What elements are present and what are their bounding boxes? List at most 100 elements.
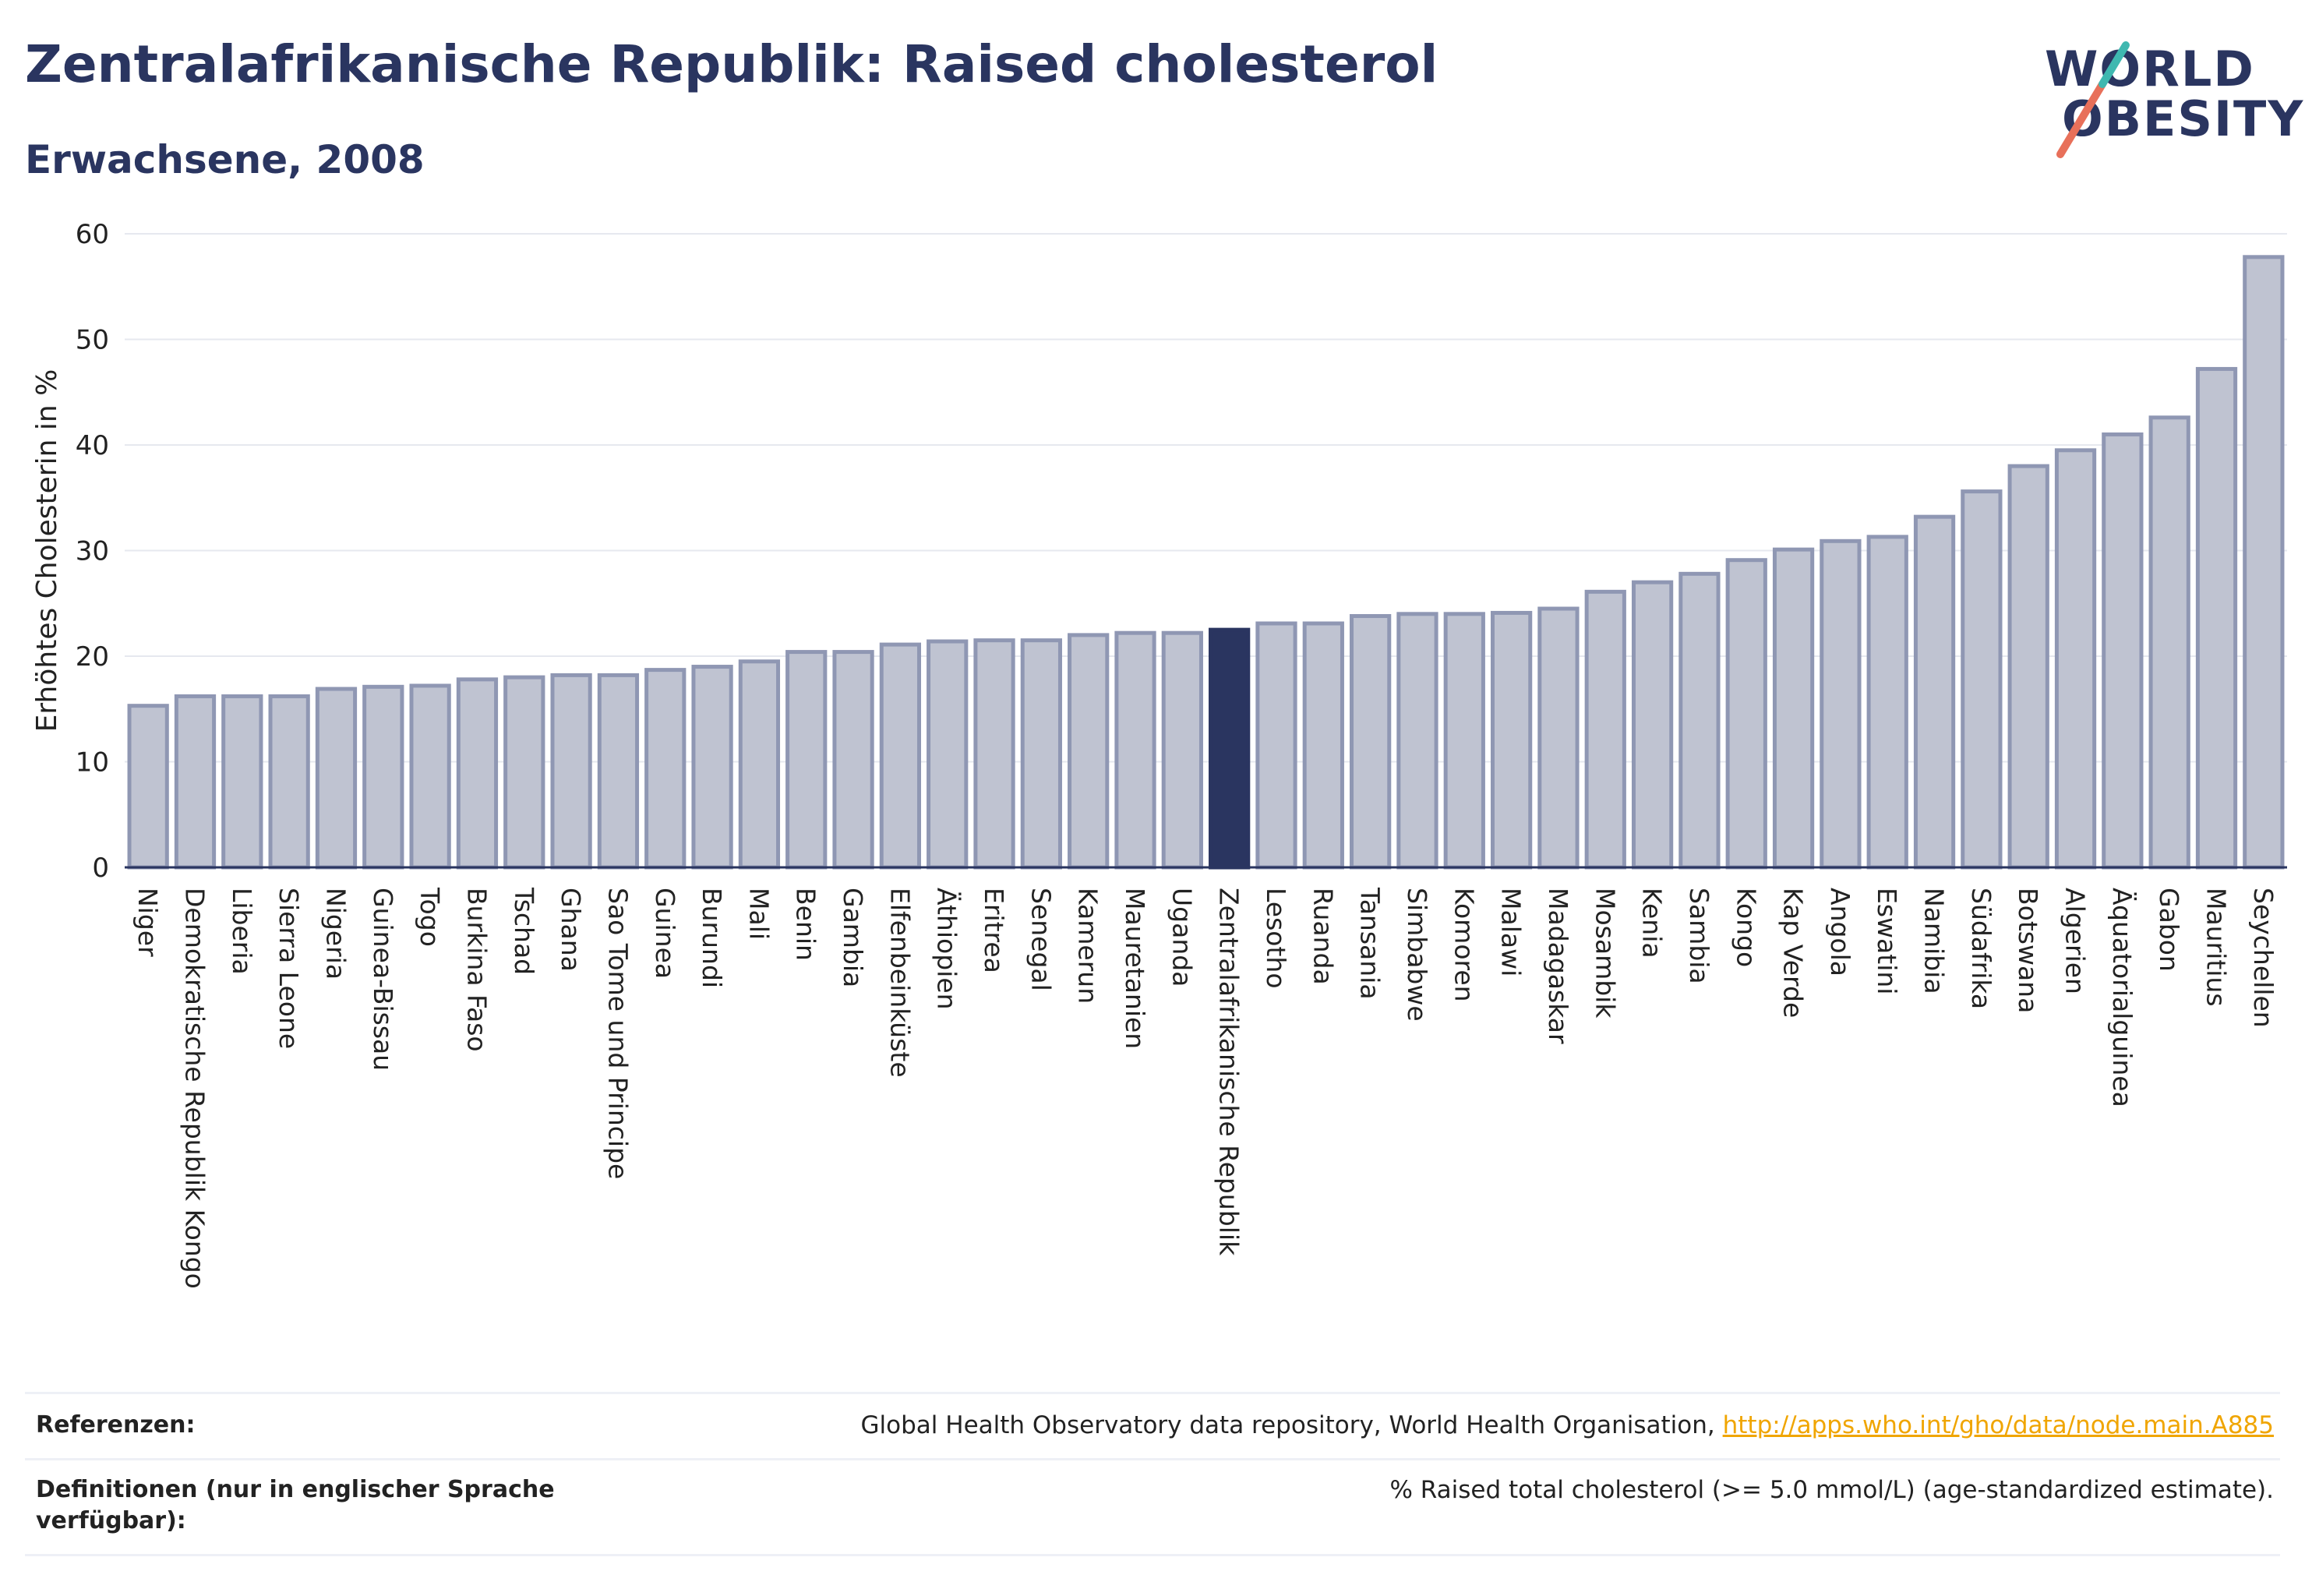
bar bbox=[409, 683, 451, 870]
x-tick-label: Sambia bbox=[1684, 888, 1714, 984]
logo-word-world: WORLD bbox=[2045, 41, 2255, 97]
x-tick-label: Burkina Faso bbox=[461, 888, 492, 1052]
x-tick-label: Seychellen bbox=[2248, 888, 2279, 1028]
logo-word-obesity: OBESITY bbox=[2062, 90, 2305, 147]
y-tick-label: 30 bbox=[76, 536, 109, 567]
x-tick-label: Benin bbox=[791, 888, 821, 961]
bar bbox=[1020, 638, 1062, 870]
bar bbox=[2007, 464, 2049, 870]
x-tick-label: Guinea-Bissau bbox=[368, 888, 398, 1071]
x-tick-label: Lesotho bbox=[1261, 888, 1291, 989]
bar bbox=[1114, 630, 1156, 870]
y-tick-label: 60 bbox=[76, 219, 109, 250]
bar bbox=[1772, 547, 1815, 870]
x-tick-label: Sao Tome und Principe bbox=[602, 888, 633, 1179]
bar bbox=[221, 694, 263, 870]
bar bbox=[2148, 415, 2190, 870]
bar bbox=[1255, 621, 1297, 870]
bar bbox=[1068, 633, 1110, 870]
x-tick-label: Togo bbox=[415, 887, 445, 947]
bar bbox=[503, 675, 545, 870]
x-tick-label: Elfenbeinküste bbox=[884, 888, 915, 1078]
bar bbox=[1866, 535, 1908, 870]
bar bbox=[456, 677, 499, 870]
bar bbox=[832, 650, 874, 870]
y-tick-label: 50 bbox=[76, 325, 109, 356]
x-tick-label: Komoren bbox=[1449, 888, 1479, 1002]
definitions-row: Definitionen (nur in englischer Sprache … bbox=[25, 1458, 2280, 1556]
x-tick-label: Ruanda bbox=[1308, 888, 1338, 985]
x-tick-label: Mauretanien bbox=[1120, 888, 1150, 1049]
x-tick-label: Gambia bbox=[838, 888, 868, 987]
x-tick-label: Zentralafrikanische Republik bbox=[1214, 888, 1244, 1256]
references-row: Referenzen: Global Health Observatory da… bbox=[25, 1392, 2280, 1458]
x-tick-label: Tansania bbox=[1355, 887, 1385, 1000]
x-tick-label: Namibia bbox=[1919, 888, 1950, 994]
bar bbox=[550, 673, 592, 870]
definitions-value: % Raised total cholesterol (>= 5.0 mmol/… bbox=[1389, 1476, 2274, 1504]
x-tick-label: Madagaskar bbox=[1543, 888, 1573, 1044]
bar bbox=[1725, 558, 1767, 870]
bar bbox=[1820, 538, 1862, 870]
bar bbox=[644, 668, 687, 870]
x-tick-label: Kongo bbox=[1731, 888, 1761, 967]
world-obesity-logo[interactable]: WORLD OBESITY bbox=[2026, 36, 2303, 168]
x-tick-label: Niger bbox=[132, 888, 163, 957]
x-tick-label: Liberia bbox=[227, 888, 257, 975]
x-tick-label: Uganda bbox=[1167, 888, 1197, 987]
bar bbox=[879, 642, 922, 870]
x-tick-label: Burundi bbox=[697, 888, 727, 988]
x-tick-label: Sierra Leone bbox=[274, 888, 304, 1049]
x-tick-label: Äquatorialguinea bbox=[2107, 888, 2137, 1107]
bar-chart: 0 10 20 30 40 50 60 Erhöhtes Cholesterin in % Ni… bbox=[31, 219, 2287, 1289]
x-tick-label: Angola bbox=[1825, 888, 1855, 976]
bar bbox=[174, 694, 217, 870]
x-tick-label: Nigeria bbox=[320, 888, 351, 980]
bar bbox=[2195, 366, 2238, 870]
bar bbox=[2054, 448, 2097, 870]
bar bbox=[127, 704, 169, 870]
references-text: Global Health Observatory data repositor… bbox=[860, 1411, 1723, 1439]
chart-subtitle: Erwachsene, 2008 bbox=[25, 137, 425, 182]
bar bbox=[2102, 432, 2144, 870]
y-axis-title: Erhöhtes Cholesterin in % bbox=[31, 369, 63, 733]
bar bbox=[597, 673, 640, 870]
definitions-label: Definitionen (nur in englischer Sprache … bbox=[36, 1476, 555, 1534]
references-link[interactable]: http://apps.who.int/gho/data/node.main.A… bbox=[1722, 1411, 2274, 1439]
bar bbox=[1631, 580, 1674, 870]
bar bbox=[973, 638, 1015, 870]
bar bbox=[1350, 614, 1392, 870]
bar bbox=[1961, 489, 2003, 870]
x-tick-label: Tschad bbox=[509, 887, 539, 975]
x-tick-label: Mosambik bbox=[1590, 888, 1620, 1019]
y-tick-label: 40 bbox=[76, 430, 109, 461]
y-tick-label: 10 bbox=[76, 747, 109, 779]
bar bbox=[691, 665, 733, 870]
x-tick-label: Guinea bbox=[650, 888, 680, 979]
y-tick-label: 20 bbox=[76, 641, 109, 673]
x-tick-label: Botswana bbox=[2013, 888, 2043, 1013]
references-table: Referenzen: Global Health Observatory da… bbox=[25, 1392, 2280, 1556]
x-tick-label: Äthiopien bbox=[932, 888, 962, 1010]
x-tick-label: Mali bbox=[743, 888, 774, 940]
x-tick-label: Mauritius bbox=[2201, 888, 2232, 1007]
x-tick-label: Malawi bbox=[1496, 888, 1527, 976]
bar bbox=[1678, 571, 1721, 870]
x-tick-label: Kamerun bbox=[1073, 888, 1103, 1004]
x-tick-label: Gabon bbox=[2154, 888, 2184, 972]
chart-title: Zentralafrikanische Republik: Raised cho… bbox=[25, 34, 1438, 94]
references-value: Global Health Observatory data repositor… bbox=[861, 1410, 2274, 1441]
bar bbox=[1443, 612, 1485, 870]
x-tick-label: Eritrea bbox=[979, 888, 1009, 973]
y-tick-label: 0 bbox=[92, 853, 109, 884]
bar bbox=[927, 639, 969, 870]
bar bbox=[2243, 255, 2285, 870]
bar bbox=[1161, 630, 1203, 870]
bar bbox=[738, 659, 781, 870]
bar bbox=[1396, 612, 1438, 870]
x-tick-label: Simbabwe bbox=[1402, 888, 1432, 1022]
bar bbox=[1209, 627, 1251, 870]
x-tick-label: Senegal bbox=[1025, 888, 1056, 991]
bar bbox=[1490, 610, 1533, 870]
bar bbox=[785, 650, 828, 870]
